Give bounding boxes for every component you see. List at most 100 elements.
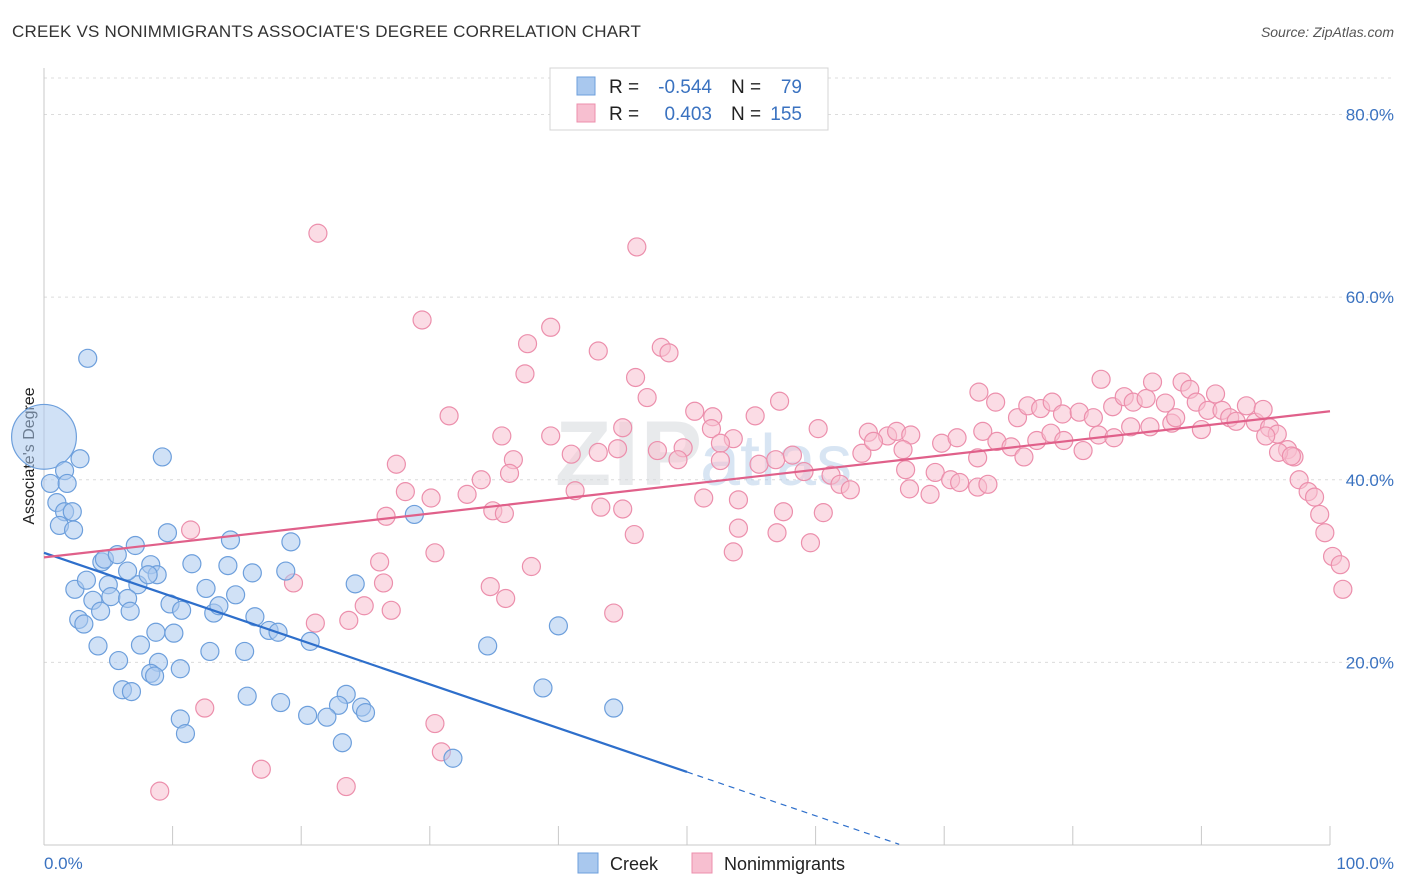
nonimmigrants-point — [1142, 372, 1163, 392]
creek-point — [164, 623, 184, 643]
nonimmigrants-point — [339, 610, 359, 630]
nonimmigrants-point — [1310, 504, 1330, 525]
creek-point — [533, 678, 553, 698]
x-tick-label-max: 100.0% — [1336, 854, 1394, 873]
nonimmigrants-point — [1236, 396, 1257, 416]
nonimmigrants-point — [782, 445, 803, 465]
chart-title: CREEK VS NONIMMIGRANTS ASSOCIATE'S DEGRE… — [12, 22, 642, 41]
creek-point — [62, 502, 82, 522]
creek-point — [121, 681, 142, 702]
creek-point — [200, 641, 220, 662]
creek-point — [170, 659, 190, 679]
nonimmigrants-point — [685, 401, 705, 421]
creek-point — [157, 523, 178, 543]
creek-point — [196, 578, 216, 599]
nonimmigrants-point — [480, 576, 500, 597]
nonimmigrants-point — [624, 524, 644, 545]
nonimmigrants-point — [517, 334, 538, 354]
nonimmigrants-point — [336, 776, 356, 797]
nonimmigrants-point — [773, 502, 794, 522]
creek-point — [152, 447, 172, 467]
creek-point — [90, 601, 111, 621]
nonimmigrants-point — [1014, 447, 1034, 467]
creek-point — [242, 563, 262, 583]
creek-point — [443, 748, 463, 768]
nonimmigrants-point — [373, 573, 394, 593]
nonimmigrants-point — [613, 499, 633, 519]
x-ticks — [43, 826, 1331, 845]
nonimmigrants-point — [421, 488, 441, 508]
nonimmigrants-point — [701, 419, 722, 439]
legend-r-label-creek: R = — [609, 77, 639, 98]
legend-r-value-creek: -0.544 — [658, 77, 712, 98]
creek-point — [355, 703, 376, 723]
nonimmigrants-point — [1205, 384, 1226, 404]
nonimmigrants-point — [561, 444, 581, 464]
creek-point — [235, 641, 255, 662]
nonimmigrants-point — [376, 506, 396, 526]
creek-point — [172, 600, 192, 620]
creek-point — [10, 403, 78, 470]
nonimmigrants-point — [181, 520, 201, 540]
creek-point — [281, 532, 301, 552]
nonimmigrants-point — [251, 759, 271, 779]
y-tick-labels: 20.0% 40.0% 60.0% 80.0% — [1346, 106, 1394, 673]
creek-point — [76, 570, 97, 590]
nonimmigrants-point — [647, 440, 668, 461]
nonimmigrants-point — [471, 470, 491, 490]
nonimmigrants-trend-line — [43, 410, 1331, 559]
nonimmigrants-legend-swatch — [576, 103, 596, 123]
nonimmigrants-point — [1091, 369, 1111, 389]
creek-point — [117, 561, 138, 581]
nonimmigrants-point — [492, 426, 512, 446]
nonimmigrants-point — [973, 421, 993, 441]
nonimmigrants-point — [800, 533, 821, 553]
nonimmigrants-point — [1104, 428, 1124, 448]
nonimmigrants-point — [354, 596, 374, 616]
nonimmigrants-point — [723, 542, 743, 562]
nonimmigrants-point — [588, 442, 608, 462]
legend-n-value-nonimmigrants: 155 — [770, 104, 802, 125]
creek-point — [138, 565, 158, 585]
nonimmigrants-point — [1166, 408, 1186, 428]
creek-trend-extension — [686, 771, 900, 845]
nonimmigrants-point — [749, 454, 769, 474]
nonimmigrants-point — [1052, 404, 1073, 424]
creek-point — [175, 724, 196, 744]
nonimmigrants-point — [591, 497, 611, 517]
nonimmigrants-point — [370, 552, 390, 572]
creek-point — [226, 585, 246, 605]
creek-series-swatch — [577, 852, 599, 874]
nonimmigrants-point — [728, 490, 749, 510]
nonimmigrants-point — [728, 518, 749, 538]
y-tick-label: 20.0% — [1346, 653, 1394, 672]
creek-point — [144, 666, 165, 686]
nonimmigrants-point — [896, 460, 916, 480]
creek-point — [182, 554, 202, 574]
nonimmigrants-point — [769, 391, 790, 411]
creek-point — [548, 616, 569, 636]
nonimmigrants-point — [381, 600, 401, 620]
nonimmigrants-point — [386, 454, 406, 474]
nonimmigrants-point — [1315, 523, 1335, 543]
x-tick-labels: 0.0% 100.0% — [44, 854, 1394, 873]
nonimmigrants-point — [920, 484, 940, 504]
creek-point — [108, 650, 129, 671]
nonimmigrants-point — [425, 543, 445, 563]
nonimmigrants-point — [1304, 487, 1325, 507]
creek-point — [317, 707, 337, 727]
nonimmigrants-point — [412, 310, 432, 330]
nonimmigrants-point — [840, 480, 860, 500]
creek-point — [328, 695, 349, 715]
creek-point — [218, 555, 238, 576]
nonimmigrants-point — [808, 419, 828, 439]
nonimmigrants-point — [745, 406, 765, 426]
nonimmigrants-point — [499, 463, 520, 483]
y-tick-label: 40.0% — [1346, 471, 1394, 490]
nonimmigrants-point — [1333, 579, 1353, 599]
trend-lines — [43, 410, 1331, 845]
x-tick-label-min: 0.0% — [44, 854, 83, 873]
creek-point — [130, 635, 151, 655]
nonimmigrants-point — [1155, 393, 1175, 413]
nonimmigrants-point — [521, 556, 541, 577]
